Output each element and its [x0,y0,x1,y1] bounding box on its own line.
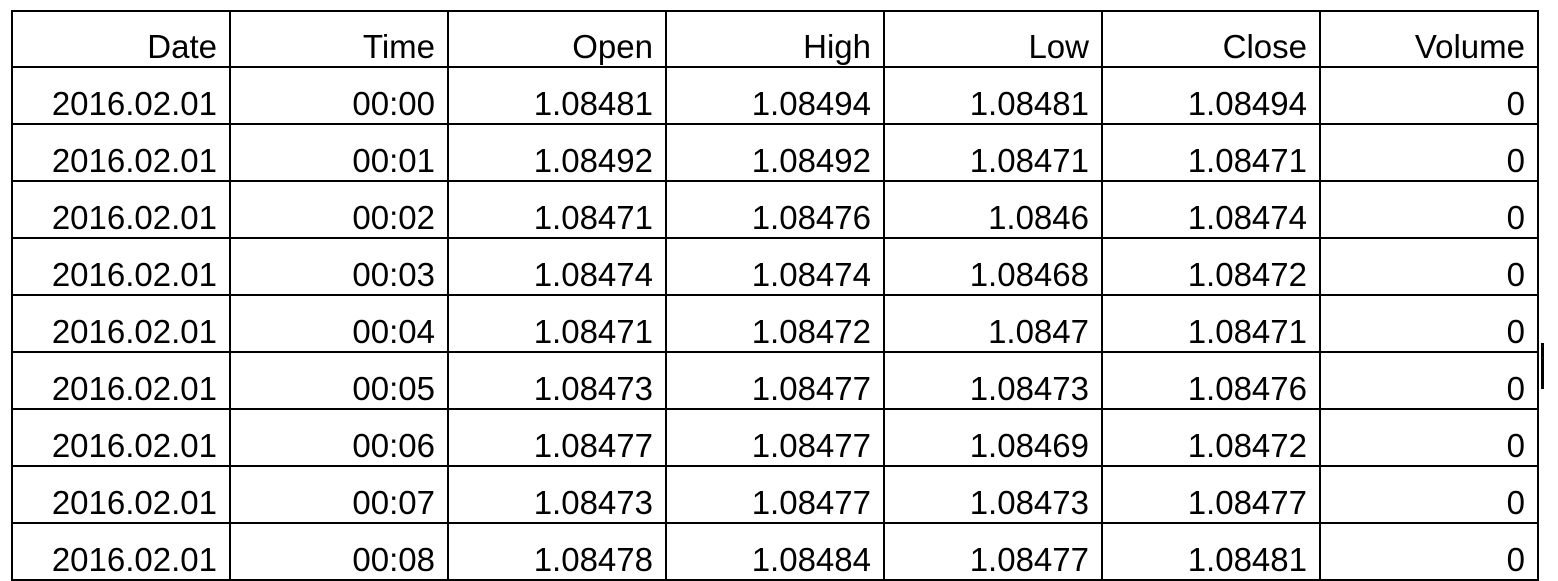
header-cell-close[interactable]: Close [1101,10,1321,68]
cell-close[interactable]: 1.08494 [1101,66,1321,125]
cell-volume[interactable]: 0 [1319,465,1539,524]
cell-volume[interactable]: 0 [1319,180,1539,239]
cell-date[interactable]: 2016.02.01 [11,522,231,581]
cell-time[interactable]: 00:07 [229,465,449,524]
cell-cursor-edge-marker [1541,343,1544,389]
table-row: 2016.02.01 00:01 1.08492 1.08492 1.08471 1.08… [11,123,1539,182]
cell-date[interactable]: 2016.02.01 [11,408,231,467]
cell-open[interactable]: 1.08481 [447,66,667,125]
cell-volume[interactable]: 0 [1319,408,1539,467]
cell-date[interactable]: 2016.02.01 [11,465,231,524]
cell-low[interactable]: 1.08477 [883,522,1103,581]
cell-open[interactable]: 1.08492 [447,123,667,182]
cell-low[interactable]: 1.08473 [883,351,1103,410]
table-row: 2016.02.01 00:05 1.08473 1.08477 1.08473 1.08… [11,351,1539,410]
cell-volume[interactable]: 0 [1319,237,1539,296]
table-row: 2016.02.01 00:00 1.08481 1.08494 1.08481 1.08… [11,66,1539,125]
table-row: 2016.02.01 00:03 1.08474 1.08474 1.08468 1.08… [11,237,1539,296]
cell-date[interactable]: 2016.02.01 [11,351,231,410]
spreadsheet-table-container: Date Time Open High Low Close Volume 201… [11,10,1539,581]
cell-low[interactable]: 1.0846 [883,180,1103,239]
cell-open[interactable]: 1.08474 [447,237,667,296]
table-row: 2016.02.01 00:06 1.08477 1.08477 1.08469 1.08… [11,408,1539,467]
cell-high[interactable]: 1.08484 [665,522,885,581]
table-header: Date Time Open High Low Close Volume [11,10,1539,68]
cell-close[interactable]: 1.08476 [1101,351,1321,410]
cell-close[interactable]: 1.08481 [1101,522,1321,581]
cell-open[interactable]: 1.08473 [447,351,667,410]
cell-close[interactable]: 1.08472 [1101,237,1321,296]
cell-low[interactable]: 1.0847 [883,294,1103,353]
cell-open[interactable]: 1.08477 [447,408,667,467]
cell-high[interactable]: 1.08476 [665,180,885,239]
cell-high[interactable]: 1.08474 [665,237,885,296]
cell-time[interactable]: 00:04 [229,294,449,353]
cell-time[interactable]: 00:00 [229,66,449,125]
cell-date[interactable]: 2016.02.01 [11,237,231,296]
header-cell-high[interactable]: High [665,10,885,68]
cell-open[interactable]: 1.08471 [447,294,667,353]
cell-time[interactable]: 00:02 [229,180,449,239]
cell-time[interactable]: 00:05 [229,351,449,410]
cell-volume[interactable]: 0 [1319,351,1539,410]
cell-close[interactable]: 1.08471 [1101,123,1321,182]
table-row: 2016.02.01 00:07 1.08473 1.08477 1.08473 1.08… [11,465,1539,524]
header-cell-low[interactable]: Low [883,10,1103,68]
cell-low[interactable]: 1.08473 [883,465,1103,524]
cell-high[interactable]: 1.08492 [665,123,885,182]
cell-time[interactable]: 00:08 [229,522,449,581]
cell-low[interactable]: 1.08481 [883,66,1103,125]
cell-volume[interactable]: 0 [1319,522,1539,581]
header-cell-time[interactable]: Time [229,10,449,68]
cell-volume[interactable]: 0 [1319,66,1539,125]
cell-close[interactable]: 1.08474 [1101,180,1321,239]
cell-high[interactable]: 1.08477 [665,408,885,467]
header-cell-date[interactable]: Date [11,10,231,68]
cell-close[interactable]: 1.08477 [1101,465,1321,524]
table-row: 2016.02.01 00:04 1.08471 1.08472 1.0847 1.084… [11,294,1539,353]
cell-low[interactable]: 1.08468 [883,237,1103,296]
table-row: 2016.02.01 00:02 1.08471 1.08476 1.0846 1.084… [11,180,1539,239]
cell-volume[interactable]: 0 [1319,123,1539,182]
cell-open[interactable]: 1.08473 [447,465,667,524]
cell-time[interactable]: 00:06 [229,408,449,467]
cell-high[interactable]: 1.08477 [665,351,885,410]
cell-date[interactable]: 2016.02.01 [11,180,231,239]
cell-time[interactable]: 00:03 [229,237,449,296]
cell-high[interactable]: 1.08494 [665,66,885,125]
cell-close[interactable]: 1.08472 [1101,408,1321,467]
cell-open[interactable]: 1.08478 [447,522,667,581]
cell-date[interactable]: 2016.02.01 [11,294,231,353]
header-row: Date Time Open High Low Close Volume [11,10,1539,68]
cell-high[interactable]: 1.08472 [665,294,885,353]
header-cell-open[interactable]: Open [447,10,667,68]
cell-date[interactable]: 2016.02.01 [11,123,231,182]
header-cell-volume[interactable]: Volume [1319,10,1539,68]
cell-high[interactable]: 1.08477 [665,465,885,524]
cell-volume[interactable]: 0 [1319,294,1539,353]
cell-date[interactable]: 2016.02.01 [11,66,231,125]
table-row: 2016.02.01 00:08 1.08478 1.08484 1.08477 1.08… [11,522,1539,581]
ohlc-data-table: Date Time Open High Low Close Volume 201… [11,10,1539,581]
cell-open[interactable]: 1.08471 [447,180,667,239]
table-body: 2016.02.01 00:00 1.08481 1.08494 1.08481 1.08… [11,66,1539,581]
cell-close[interactable]: 1.08471 [1101,294,1321,353]
cell-time[interactable]: 00:01 [229,123,449,182]
cell-low[interactable]: 1.08471 [883,123,1103,182]
cell-low[interactable]: 1.08469 [883,408,1103,467]
